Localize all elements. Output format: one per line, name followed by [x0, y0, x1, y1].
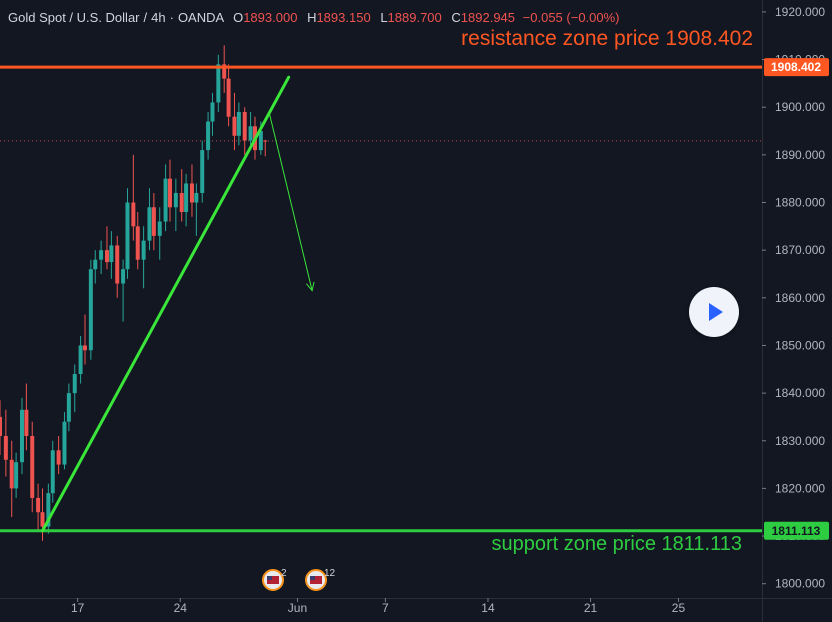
candle-down — [0, 416, 2, 436]
candle-up — [46, 493, 51, 527]
low-label: L — [380, 10, 388, 25]
x-tick-label: Jun — [288, 601, 307, 615]
y-tick-label: 1820.000 — [775, 481, 825, 495]
candle-up — [163, 178, 168, 222]
candle-down — [232, 116, 237, 136]
candle-down — [24, 409, 29, 436]
event-count: 2 — [281, 568, 287, 579]
x-tick-label: 25 — [672, 601, 686, 615]
candle-up — [258, 131, 263, 151]
candle-down — [40, 512, 45, 527]
candle-down — [151, 207, 156, 236]
candle-up — [88, 269, 93, 351]
candle-down — [226, 78, 231, 117]
y-tick-label: 1900.000 — [775, 100, 825, 114]
candle-down — [242, 111, 247, 141]
candle-down — [263, 140, 268, 142]
x-tick-label: 17 — [71, 601, 85, 615]
candle-up — [93, 259, 98, 270]
projection-arrow-head — [306, 281, 315, 292]
open-label: O — [233, 10, 244, 25]
low-value: 1889.700 — [387, 10, 442, 25]
candle-up — [50, 450, 55, 494]
candle-up — [109, 245, 114, 263]
candle-up — [78, 345, 83, 375]
x-tick-label: 24 — [174, 601, 188, 615]
x-tick-label: 7 — [382, 601, 389, 615]
candle-up — [216, 64, 221, 103]
support-price-label: 1811.113 — [772, 524, 821, 538]
candle-down — [56, 450, 61, 465]
candle-up — [121, 269, 126, 284]
candle-down — [82, 345, 87, 351]
candle-up — [125, 202, 130, 270]
flag-stripes — [267, 576, 279, 584]
candle-down — [36, 497, 41, 513]
candle-up — [200, 150, 205, 193]
candle-down — [104, 250, 109, 263]
candle-down — [131, 202, 136, 227]
candle-up — [14, 462, 19, 489]
candle-up — [66, 393, 71, 422]
candle-down — [9, 459, 14, 489]
candle-down — [222, 64, 227, 79]
open-value: 1893.000 — [243, 10, 298, 25]
candle-up — [19, 409, 24, 463]
candle-up — [236, 111, 241, 136]
candle-up — [99, 250, 104, 260]
symbol-legend: Gold Spot / U.S. Dollar/4h · OANDA O1893.0… — [8, 10, 620, 25]
candle-down — [189, 183, 194, 203]
candle-down — [179, 192, 184, 213]
change-value: −0.055 (−0.00%) — [522, 10, 620, 25]
candle-up — [210, 102, 215, 122]
high-label: H — [307, 10, 317, 25]
close-value: 1892.945 — [460, 10, 516, 25]
candle-up — [62, 421, 67, 465]
candle-up — [157, 221, 162, 236]
projection-arrow[interactable] — [269, 114, 313, 291]
resistance-price-tag — [764, 58, 829, 77]
candle-up — [147, 207, 152, 241]
trend-line[interactable] — [40, 75, 291, 533]
candle-up — [206, 121, 211, 151]
y-tick-label: 1800.000 — [775, 577, 825, 591]
y-tick-label: 1890.000 — [775, 148, 825, 162]
y-tick-label: 1860.000 — [775, 291, 825, 305]
symbol-name[interactable]: Gold Spot / U.S. Dollar — [8, 10, 140, 25]
candle-down — [115, 245, 120, 284]
candle-down — [135, 226, 140, 260]
high-value: 1893.150 — [316, 10, 371, 25]
exchange-label: OANDA — [177, 10, 224, 25]
interval-label[interactable]: 4h — [151, 10, 166, 25]
resistance-annotation[interactable]: resistance zone price 1908.402 — [461, 27, 753, 50]
candle-down — [3, 435, 8, 460]
support-annotation[interactable]: support zone price 1811.113 — [491, 533, 742, 555]
candle-up — [184, 183, 189, 213]
y-tick-label: 1870.000 — [775, 243, 825, 257]
support-price-tag — [764, 521, 829, 540]
y-tick-label: 1830.000 — [775, 434, 825, 448]
flag-stripes — [310, 576, 322, 584]
y-tick-label: 1920.000 — [775, 5, 825, 19]
candle-up — [248, 126, 253, 141]
y-tick-label: 1850.000 — [775, 338, 825, 352]
candle-up — [194, 192, 199, 203]
flag-canton — [310, 576, 315, 580]
candle-down — [167, 178, 172, 208]
event-count: 12 — [324, 568, 336, 579]
y-tick-label: 1840.000 — [775, 386, 825, 400]
candle-down — [30, 435, 35, 498]
resistance-price-label: 1908.402 — [771, 60, 821, 74]
candle-up — [173, 192, 178, 208]
y-tick-label: 1880.000 — [775, 196, 825, 210]
play-button[interactable] — [689, 287, 739, 337]
x-tick-label: 21 — [584, 601, 598, 615]
flag-canton — [267, 576, 272, 580]
close-label: C — [451, 10, 461, 25]
candle-up — [141, 240, 146, 260]
x-tick-label: 14 — [481, 601, 495, 615]
candle-up — [72, 374, 77, 394]
